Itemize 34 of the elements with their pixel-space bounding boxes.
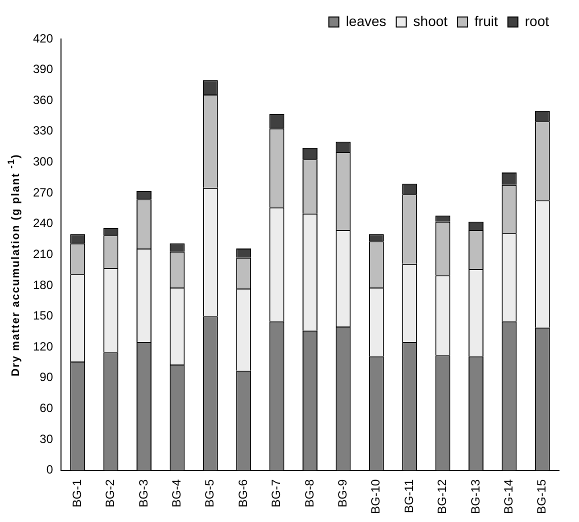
y-tick-label: 360 [32,92,54,107]
legend-label: root [524,12,550,29]
x-tick-label: BG-8 [302,479,316,508]
legend-label: fruit [474,12,498,29]
x-tick-label: BG-5 [202,479,217,508]
x-tick-label: BG-11 [402,479,416,514]
x-tick-label: BG-14 [502,479,516,514]
x-tick-label: BG-1 [70,479,84,508]
y-tick-label: 0 [46,462,54,477]
y-tick-label: 60 [40,401,54,416]
x-tick-label: BG-15 [534,479,549,514]
y-tick-label: 300 [32,154,54,169]
x-tick-label: BG-10 [368,479,383,514]
x-tick-label: BG-4 [170,479,184,508]
x-tick-label: BG-6 [236,479,250,508]
y-tick-label: 30 [40,432,54,446]
x-tick-label: BG-13 [468,479,482,514]
y-tick-label: 240 [32,216,54,230]
y-tick-label: 420 [32,31,54,46]
y-tick-label: 180 [32,278,54,292]
y-tick-label: 120 [32,339,54,354]
y-tick-label: 330 [32,124,54,138]
y-tick-label: 90 [40,370,54,384]
y-tick-label: 390 [32,62,54,76]
x-tick-label: BG-2 [103,479,118,508]
y-tick-label: 150 [32,308,54,323]
x-tick-label: BG-3 [136,479,150,508]
y-tick-label: 270 [32,185,54,200]
legend-label: shoot [413,12,448,29]
x-tick-label: BG-7 [269,479,284,508]
x-tick-label: BG-12 [435,479,450,514]
legend-label: leaves [346,12,386,29]
y-tick-label: 210 [32,246,54,261]
x-tick-label: BG-9 [336,479,350,508]
